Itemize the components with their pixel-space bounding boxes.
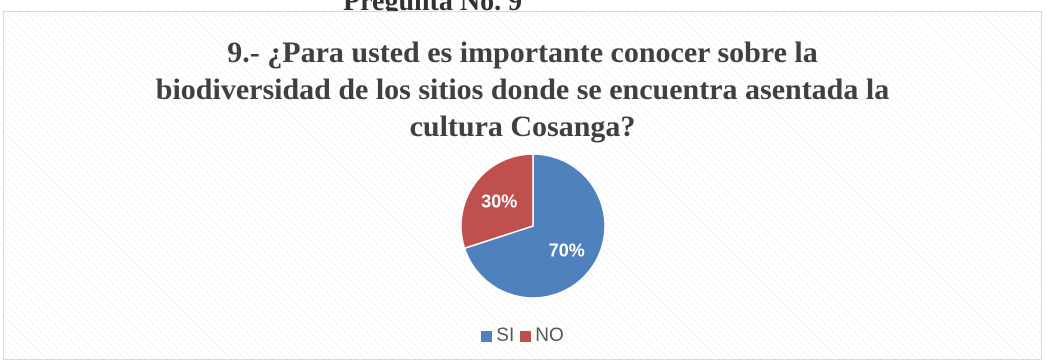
legend-label-no: NO xyxy=(535,325,564,346)
legend-label-si: SI xyxy=(496,325,515,346)
legend-swatch-no xyxy=(520,330,532,342)
legend-swatch-si xyxy=(481,330,493,342)
chart-title-line-2: biodiversidad de los sitios donde se enc… xyxy=(155,73,890,106)
chart-title-line-3: cultura Cosanga? xyxy=(409,110,636,143)
pie-slice-si xyxy=(463,153,606,299)
legend-item-no: NO xyxy=(520,325,564,347)
legend-item-si: SI xyxy=(481,325,514,347)
pie-slice-no xyxy=(460,153,534,250)
legend: SI NO xyxy=(4,325,1041,347)
data-label-si: 70% xyxy=(549,241,585,261)
chart-title: 9.- ¿Para usted es importante conocer so… xyxy=(4,34,1041,145)
data-label-no: 30% xyxy=(481,191,517,211)
pie-chart: 70% 30% xyxy=(460,153,606,299)
chart-area: 9.- ¿Para usted es importante conocer so… xyxy=(3,11,1042,360)
chart-title-line-1: 9.- ¿Para usted es importante conocer so… xyxy=(227,36,818,69)
